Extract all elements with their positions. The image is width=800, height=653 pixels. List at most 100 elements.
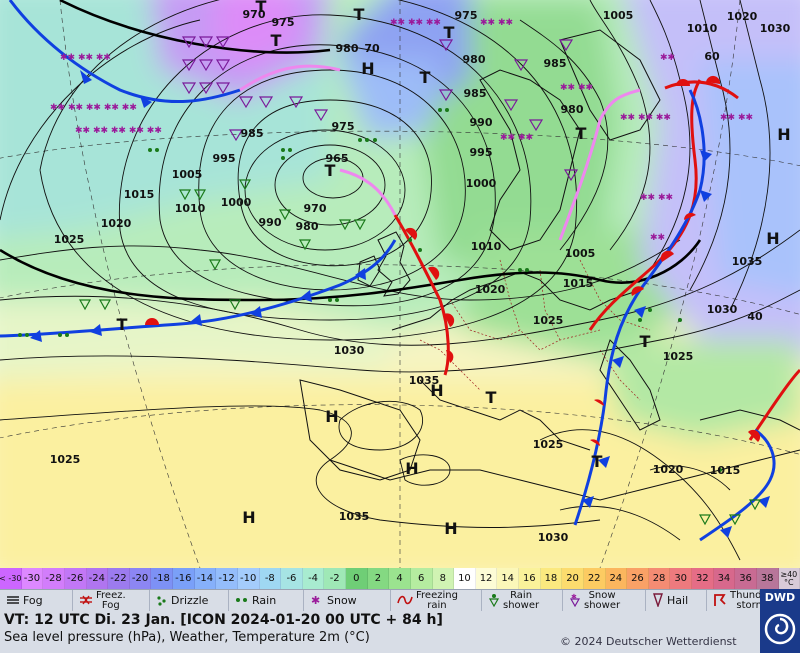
low-pressure-center: T xyxy=(256,0,267,16)
scale-step: 22 xyxy=(583,568,606,589)
front-symbols xyxy=(30,70,770,538)
snow-icon: ✱ xyxy=(310,594,327,608)
graticule xyxy=(0,0,800,568)
rain-shower-symbols xyxy=(78,179,762,526)
scale-step: -8 xyxy=(259,568,282,589)
freezing-rain-icon xyxy=(397,594,416,608)
scale-step-label: 22 xyxy=(587,573,601,584)
low-pressure-center: T xyxy=(354,5,365,24)
isobar-label: 1020 xyxy=(653,463,684,476)
low-pressure-center: T xyxy=(420,68,431,87)
legend-label-line2: shower xyxy=(503,600,540,611)
scale-step-label: 18 xyxy=(544,573,558,584)
high-pressure-center: H xyxy=(405,459,418,478)
scale-step-label: 8 xyxy=(439,573,446,584)
cold-front-south xyxy=(0,239,397,338)
scale-step: -28 xyxy=(43,568,65,589)
isobar-label: 1035 xyxy=(409,374,440,387)
temperature-scale: < -30 -30 -28 -26 -24 -22 -20 -18 -16 -14 -12 -10 -8… xyxy=(0,568,800,589)
isobar-label: 1010 xyxy=(687,22,718,35)
isobar-label: 1020 xyxy=(727,10,758,23)
isobar-label: 1010 xyxy=(471,240,502,253)
svg-text:✱✱ ✱✱ ✱✱: ✱✱ ✱✱ ✱✱ xyxy=(620,113,671,123)
svg-text:✱✱ ✱✱ ✱✱ ✱✱ ✱✱: ✱✱ ✱✱ ✱✱ ✱✱ ✱✱ xyxy=(75,126,162,136)
legend-label-line2: shower xyxy=(584,600,621,611)
scale-step: 0 xyxy=(346,568,368,589)
isobar-label: 1000 xyxy=(466,177,497,190)
scale-step-label: 38 xyxy=(760,573,774,584)
scale-step: 18 xyxy=(540,568,563,589)
isobar-label: 1005 xyxy=(603,9,634,22)
legend-label: Drizzle xyxy=(171,594,209,607)
scale-step: ≥40 °C xyxy=(778,568,800,589)
isobar-label: 60 xyxy=(704,50,720,63)
scale-step: 2 xyxy=(367,568,390,589)
scale-step: 32 xyxy=(692,568,714,589)
hail-icon xyxy=(652,593,667,609)
isobar-label: 990 xyxy=(259,216,282,229)
scale-step-label: 32 xyxy=(695,573,709,584)
scale-step: -10 xyxy=(237,568,260,589)
isobar-label: 1020 xyxy=(101,217,132,230)
scale-step: -12 xyxy=(216,568,238,589)
low-pressure-center: T xyxy=(640,332,651,351)
scale-step-label: -26 xyxy=(67,573,84,584)
scale-step-label: -10 xyxy=(240,573,257,584)
isobar-label: 1015 xyxy=(563,277,594,290)
isobar-label: 1025 xyxy=(50,453,81,466)
isobar-label: 970 xyxy=(304,202,327,215)
legend-item-rain-shower: Rain shower xyxy=(482,590,563,612)
isobar-label: 1000 xyxy=(221,196,252,209)
high-pressure-center: H xyxy=(361,59,374,78)
legend-item-hail: Hail xyxy=(646,590,707,612)
isobar-label: 985 xyxy=(241,127,264,140)
scale-step-label: -16 xyxy=(175,573,192,584)
isobar-label: 1030 xyxy=(760,22,791,35)
scale-step-label: 4 xyxy=(396,573,403,584)
scale-step-label: 20 xyxy=(566,573,579,584)
svg-text:✱✱ ✱✱: ✱✱ ✱✱ xyxy=(640,193,673,203)
scale-step-label: -18 xyxy=(153,573,170,584)
svg-text:✱✱: ✱✱ xyxy=(660,53,675,63)
map-description: Sea level pressure (hPa), Weather, Tempe… xyxy=(4,630,370,645)
low-pressure-center: T xyxy=(325,161,336,180)
scale-step-label: -8 xyxy=(264,573,275,584)
dwd-logo-text: DWD xyxy=(764,591,796,604)
isobar-label: 1010 xyxy=(175,202,206,215)
scale-step: 38 xyxy=(756,568,779,589)
isobar-label: 1030 xyxy=(334,344,365,357)
isobar-label: 1025 xyxy=(54,233,85,246)
isobar-label: 970 xyxy=(243,8,266,21)
scale-step: 36 xyxy=(735,568,757,589)
isobar-label: 1030 xyxy=(538,531,569,544)
legend-label-line1: Snow xyxy=(588,590,616,601)
scale-step-label: 26 xyxy=(631,573,644,584)
legend-label-line1: Freez. xyxy=(96,590,126,601)
scale-step: -18 xyxy=(151,568,173,589)
rain-shower-icon xyxy=(488,593,503,609)
isobar-label: 975 xyxy=(455,9,478,22)
scale-step: 16 xyxy=(519,568,541,589)
low-pressure-center: T xyxy=(486,388,497,407)
isobar-label: 1020 xyxy=(475,283,506,296)
scale-step: -16 xyxy=(173,568,195,589)
scale-step: -26 xyxy=(64,568,87,589)
legend-label: Rain shower xyxy=(503,591,539,611)
scale-step-label: 30 xyxy=(674,573,688,584)
scale-step: -6 xyxy=(281,568,303,589)
scale-step-label: -28 xyxy=(45,573,62,584)
fog-icon xyxy=(6,594,23,608)
occlusion-scandinavia xyxy=(558,88,641,241)
scale-step-label: -24 xyxy=(88,573,105,584)
thunderstorm-icon xyxy=(713,593,730,609)
occlusion-mid xyxy=(339,168,397,216)
scale-step: 28 xyxy=(648,568,671,589)
legend-item-drizzle: Drizzle xyxy=(150,590,229,612)
scale-step: 14 xyxy=(497,568,519,589)
isobar-label: 1015 xyxy=(710,464,741,477)
low-pressure-center: T xyxy=(271,31,282,50)
legend-label: Snow shower xyxy=(584,591,620,611)
snow-shower-symbols xyxy=(181,36,579,182)
low-pressure-center: T xyxy=(444,23,455,42)
isobar-labels: 970 975 975 980 70 980 985 985 980 990 975 985 995 96… xyxy=(50,8,791,544)
